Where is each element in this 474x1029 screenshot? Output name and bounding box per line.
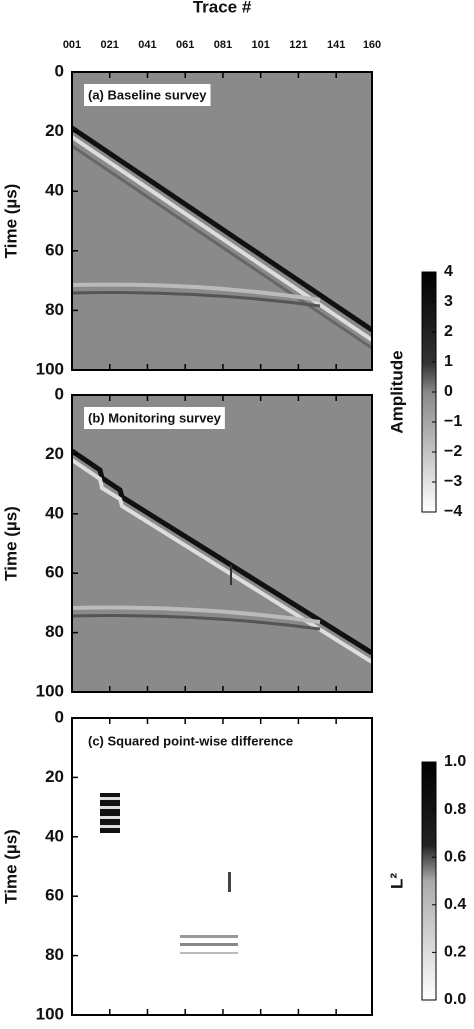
y-tick-label: 0 xyxy=(55,707,64,726)
colorbar-tick-label: 0.8 xyxy=(444,801,466,818)
colorbar-tick-label: 3 xyxy=(444,293,453,310)
x-tick-label: 101 xyxy=(251,39,269,51)
y-axis-label: Time (µs) xyxy=(1,829,20,904)
y-tick-label: 60 xyxy=(45,240,64,259)
x-tick-label: 160 xyxy=(363,39,381,51)
y-axis-label: Time (µs) xyxy=(1,184,20,259)
title-box xyxy=(84,730,298,752)
y-tick-label: 40 xyxy=(45,181,64,200)
x-tick-label: 061 xyxy=(176,39,194,51)
x-tick-label: 041 xyxy=(138,39,156,51)
y-tick-label: 100 xyxy=(36,681,64,700)
x-tick-label: 021 xyxy=(101,39,119,51)
panel-title: (a) Baseline survey xyxy=(88,87,207,102)
colorbar xyxy=(421,761,437,1001)
y-tick-label: 100 xyxy=(36,359,64,378)
colorbar-tick-label: 1.0 xyxy=(444,753,466,770)
y-tick-label: 100 xyxy=(36,1004,64,1023)
x-tick-label: 081 xyxy=(214,39,232,51)
colorbar-tick-label: 4 xyxy=(444,263,453,280)
difference-map xyxy=(72,718,372,1015)
y-tick-label: 0 xyxy=(55,61,64,80)
panel-title: (b) Monitoring survey xyxy=(88,410,222,425)
wavefield xyxy=(72,395,372,692)
colorbar-tick-label: 0.6 xyxy=(444,848,466,865)
y-tick-label: 80 xyxy=(45,945,64,964)
y-tick-label: 20 xyxy=(45,121,64,140)
colorbar-tick-label: 1 xyxy=(444,353,453,370)
title-box xyxy=(84,84,211,106)
colorbar-tick-label: −1 xyxy=(444,413,462,430)
y-tick-label: 80 xyxy=(45,300,64,319)
colorbar-label: L² xyxy=(387,873,406,889)
panel-title: (c) Squared point-wise difference xyxy=(88,733,293,748)
y-tick-label: 20 xyxy=(45,444,64,463)
y-tick-label: 20 xyxy=(45,767,64,786)
y-tick-label: 40 xyxy=(45,826,64,845)
x-axis-label: Trace # xyxy=(193,0,252,16)
colorbar-tick-label: 0.4 xyxy=(444,896,466,913)
y-tick-label: 0 xyxy=(55,384,64,403)
title-box xyxy=(84,407,225,429)
y-tick-label: 60 xyxy=(45,886,64,905)
colorbar-tick-label: −3 xyxy=(444,473,462,490)
x-tick-label: 141 xyxy=(327,39,345,51)
y-axis-label: Time (µs) xyxy=(1,506,20,581)
y-tick-label: 80 xyxy=(45,622,64,641)
colorbar-tick-label: 2 xyxy=(444,323,453,340)
colorbar-label: Amplitude xyxy=(387,350,406,433)
y-tick-label: 40 xyxy=(45,503,64,522)
x-tick-label: 001 xyxy=(63,39,81,51)
wavefield xyxy=(72,72,372,370)
colorbar-tick-label: −2 xyxy=(444,443,462,460)
plot-frame xyxy=(71,71,373,371)
colorbar-tick-label: 0.0 xyxy=(444,991,466,1008)
colorbar-tick-label: 0.2 xyxy=(444,944,466,961)
plot-frame xyxy=(71,394,373,693)
colorbar-tick-label: 0 xyxy=(444,383,453,400)
y-tick-label: 60 xyxy=(45,563,64,582)
plot-frame xyxy=(71,717,373,1016)
colorbar-tick-label: −4 xyxy=(444,503,462,520)
x-tick-label: 121 xyxy=(289,39,307,51)
